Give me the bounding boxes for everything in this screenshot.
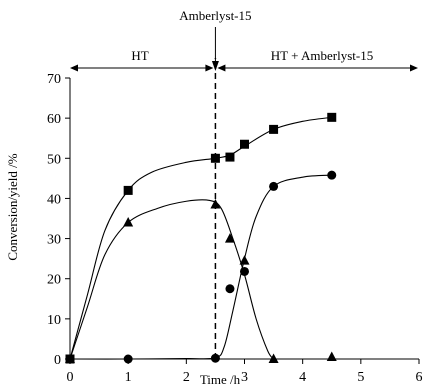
y-tick-label: 50 [47,152,61,167]
series-line-square [69,116,332,360]
x-tick-label: 1 [125,370,132,385]
data-point-triangle [123,217,134,227]
series-line-triangle [69,199,275,360]
data-point-triangle [268,353,279,363]
phase1-arrow-left-head [70,64,78,72]
phase1-arrow-right-head [205,64,214,72]
data-point-square [327,112,337,122]
phase2-arrow-right-head [410,64,418,72]
x-tick-label: 2 [183,370,190,385]
x-tick-label: 0 [67,370,74,385]
series-curves [69,116,332,360]
y-tick-label: 0 [54,353,61,368]
y-tick-label: 10 [47,313,61,328]
data-point-square [240,139,249,149]
x-tick-label: 3 [241,370,248,385]
phase1-label: HT [131,48,148,63]
data-point-triangle [239,255,250,265]
catalyst-label: Amberlyst-15 [179,8,251,23]
data-point-square [225,152,235,162]
y-tick-label: 70 [47,72,61,87]
phase2-label: HT + Amberlyst-15 [271,48,373,63]
y-axis-title: Conversion/yield /% [5,153,20,260]
data-point-triangle [326,351,337,361]
data-point-circle [65,354,75,364]
data-point-circle [225,284,235,294]
y-tick-label: 40 [47,192,61,207]
series-line-circle [69,174,332,360]
data-point-circle [240,266,249,276]
series-markers [65,112,337,364]
y-tick-label: 20 [47,273,61,288]
y-tick-label: 30 [47,233,61,248]
x-tick-label: 4 [299,370,306,385]
axes: 0 10 20 30 40 50 60 70 0 1 2 3 4 5 6 [47,72,423,385]
data-point-circle [269,181,279,191]
data-point-square [269,124,279,134]
phase2-arrow-left-head [217,64,226,72]
x-tick-label: 5 [357,370,364,385]
y-tick-label: 60 [47,112,61,127]
data-point-circle [327,170,337,180]
data-point-circle [123,354,133,364]
catalyst-arrow-head [211,61,219,71]
data-point-triangle [224,233,235,243]
data-point-square [123,185,133,195]
annotations: Amberlyst-15 HT HT + Amberlyst-15 [70,8,418,359]
x-axis-title: Time /h [200,372,241,387]
x-tick-label: 6 [416,370,423,385]
